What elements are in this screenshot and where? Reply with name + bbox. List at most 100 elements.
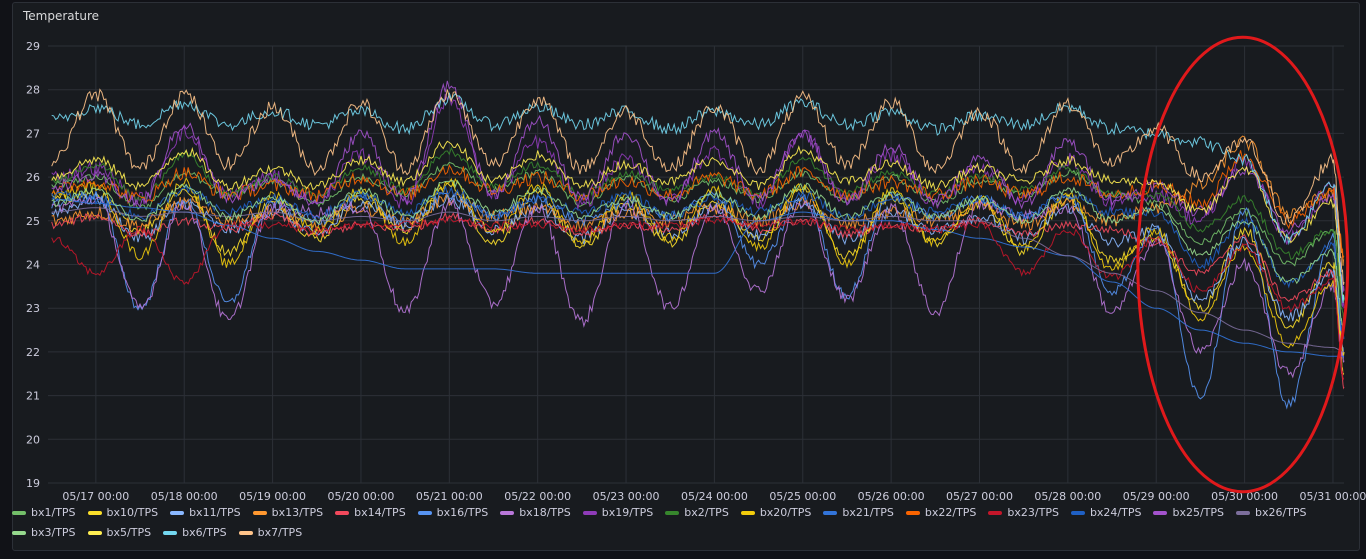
legend-label: bx26/TPS: [1255, 506, 1307, 519]
x-tick-label: 05/19 00:00: [239, 490, 306, 503]
series-line-bx19-tps: [51, 93, 1345, 309]
legend: bx1/TPS bx10/TPS bx11/TPS bx13/TPS bx14/TPS b…: [12, 505, 1342, 541]
series-lines: [51, 80, 1345, 410]
legend-item[interactable]: bx25/TPS: [1153, 505, 1224, 521]
legend-item[interactable]: bx18/TPS: [500, 505, 571, 521]
series-line-bx14-tps: [51, 211, 1345, 390]
legend-item[interactable]: bx21/TPS: [823, 505, 894, 521]
y-tick-label: 27: [26, 127, 40, 140]
legend-label: bx2/TPS: [684, 506, 729, 519]
series-line-bx20-tps: [51, 176, 1345, 356]
legend-label: bx21/TPS: [842, 506, 894, 519]
legend-swatch: [87, 531, 102, 535]
x-tick-label: 05/23 00:00: [593, 490, 660, 503]
legend-item[interactable]: bx14/TPS: [335, 505, 406, 521]
legend-label: bx22/TPS: [924, 506, 977, 519]
legend-swatch: [163, 531, 178, 535]
x-tick-label: 05/31 00:00: [1300, 490, 1366, 503]
legend-swatch: [12, 511, 26, 515]
legend-item[interactable]: bx16/TPS: [417, 505, 489, 521]
legend-swatch: [238, 531, 253, 535]
legend-label: bx24/TPS: [1089, 506, 1142, 519]
legend-swatch: [335, 511, 350, 515]
x-tick-label: 05/20 00:00: [328, 490, 395, 503]
y-tick-label: 22: [26, 346, 40, 359]
y-tick-label: 26: [26, 171, 40, 184]
legend-item[interactable]: bx1/TPS: [12, 505, 76, 521]
legend-label: bx3/TPS: [31, 526, 76, 539]
legend-item[interactable]: bx2/TPS: [665, 505, 729, 521]
x-tick-label: 05/22 00:00: [504, 490, 571, 503]
x-tick-label: 05/25 00:00: [769, 490, 836, 503]
legend-item[interactable]: bx13/TPS: [252, 505, 323, 521]
legend-item[interactable]: bx19/TPS: [582, 505, 654, 521]
legend-item[interactable]: bx11/TPS: [170, 505, 241, 521]
x-tick-label: 05/17 00:00: [62, 490, 129, 503]
legend-swatch: [252, 511, 267, 515]
legend-swatch: [417, 511, 432, 515]
series-line-bx1-tps: [51, 161, 1345, 302]
legend-item[interactable]: bx24/TPS: [1070, 505, 1142, 521]
series-line-bx25-tps: [51, 80, 1345, 293]
legend-label: bx11/TPS: [189, 506, 241, 519]
legend-swatch: [1153, 511, 1168, 515]
legend-label: bx5/TPS: [106, 526, 152, 539]
legend-label: bx20/TPS: [759, 506, 812, 519]
legend-swatch: [665, 511, 680, 515]
series-line-bx3-tps: [51, 179, 1345, 335]
x-axis: 05/17 00:00 05/18 00:00 05/19 00:00 05/20 0…: [62, 490, 1366, 503]
legend-swatch: [823, 511, 838, 515]
x-tick-label: 05/27 00:00: [946, 490, 1013, 503]
chart-panel: Temperature: [12, 2, 1360, 551]
grid: [48, 45, 1344, 484]
y-tick-label: 20: [26, 433, 40, 446]
series-line-bx2-tps: [51, 146, 1345, 320]
legend-label: bx10/TPS: [106, 506, 159, 519]
legend-label: bx6/TPS: [182, 526, 227, 539]
legend-swatch: [170, 511, 185, 515]
legend-label: bx1/TPS: [31, 506, 76, 519]
legend-label: bx19/TPS: [601, 506, 654, 519]
x-tick-label: 05/24 00:00: [681, 490, 748, 503]
legend-item[interactable]: bx3/TPS: [12, 525, 76, 541]
series-line-bx10-tps: [51, 181, 1345, 376]
panel-title[interactable]: Temperature: [23, 9, 100, 23]
legend-label: bx7/TPS: [257, 526, 303, 539]
legend-swatch: [582, 511, 597, 515]
y-axis: 19 20 21 22 23 24 25 26 27 28 29: [26, 40, 40, 490]
legend-item[interactable]: bx5/TPS: [87, 525, 152, 541]
y-tick-label: 21: [26, 390, 40, 403]
legend-item[interactable]: bx10/TPS: [87, 505, 159, 521]
series-line-bx5-tps: [51, 140, 1345, 300]
series-line-bx7-tps: [51, 88, 1345, 285]
legend-swatch: [988, 511, 1003, 515]
y-tick-label: 25: [26, 215, 40, 228]
legend-swatch: [740, 511, 755, 515]
series-line-bx21-tps: [51, 198, 1344, 357]
series-line-bx23-tps: [51, 216, 1345, 381]
legend-swatch: [1236, 511, 1250, 515]
legend-item[interactable]: bx22/TPS: [905, 505, 977, 521]
legend-label: bx14/TPS: [354, 506, 406, 519]
legend-item[interactable]: bx26/TPS: [1236, 505, 1307, 521]
x-tick-label: 05/30 00:00: [1211, 490, 1278, 503]
highlight-ellipse: [1136, 35, 1350, 494]
series-line-bx22-tps: [51, 150, 1345, 259]
legend-swatch: [905, 511, 920, 515]
annotation: [1136, 35, 1350, 494]
series-line-bx16-tps: [51, 189, 1345, 410]
legend-label: bx23/TPS: [1007, 506, 1059, 519]
x-tick-label: 05/28 00:00: [1034, 490, 1101, 503]
legend-swatch: [500, 511, 515, 515]
legend-item[interactable]: bx23/TPS: [988, 505, 1059, 521]
y-tick-label: 28: [26, 84, 40, 97]
y-tick-label: 24: [26, 259, 40, 272]
legend-swatch: [12, 531, 26, 535]
legend-item[interactable]: bx7/TPS: [238, 525, 303, 541]
legend-item[interactable]: bx6/TPS: [163, 525, 227, 541]
legend-label: bx16/TPS: [436, 506, 489, 519]
legend-item[interactable]: bx20/TPS: [740, 505, 812, 521]
x-tick-label: 05/18 00:00: [151, 490, 218, 503]
y-tick-label: 29: [26, 40, 40, 53]
x-tick-label: 05/21 00:00: [416, 490, 483, 503]
